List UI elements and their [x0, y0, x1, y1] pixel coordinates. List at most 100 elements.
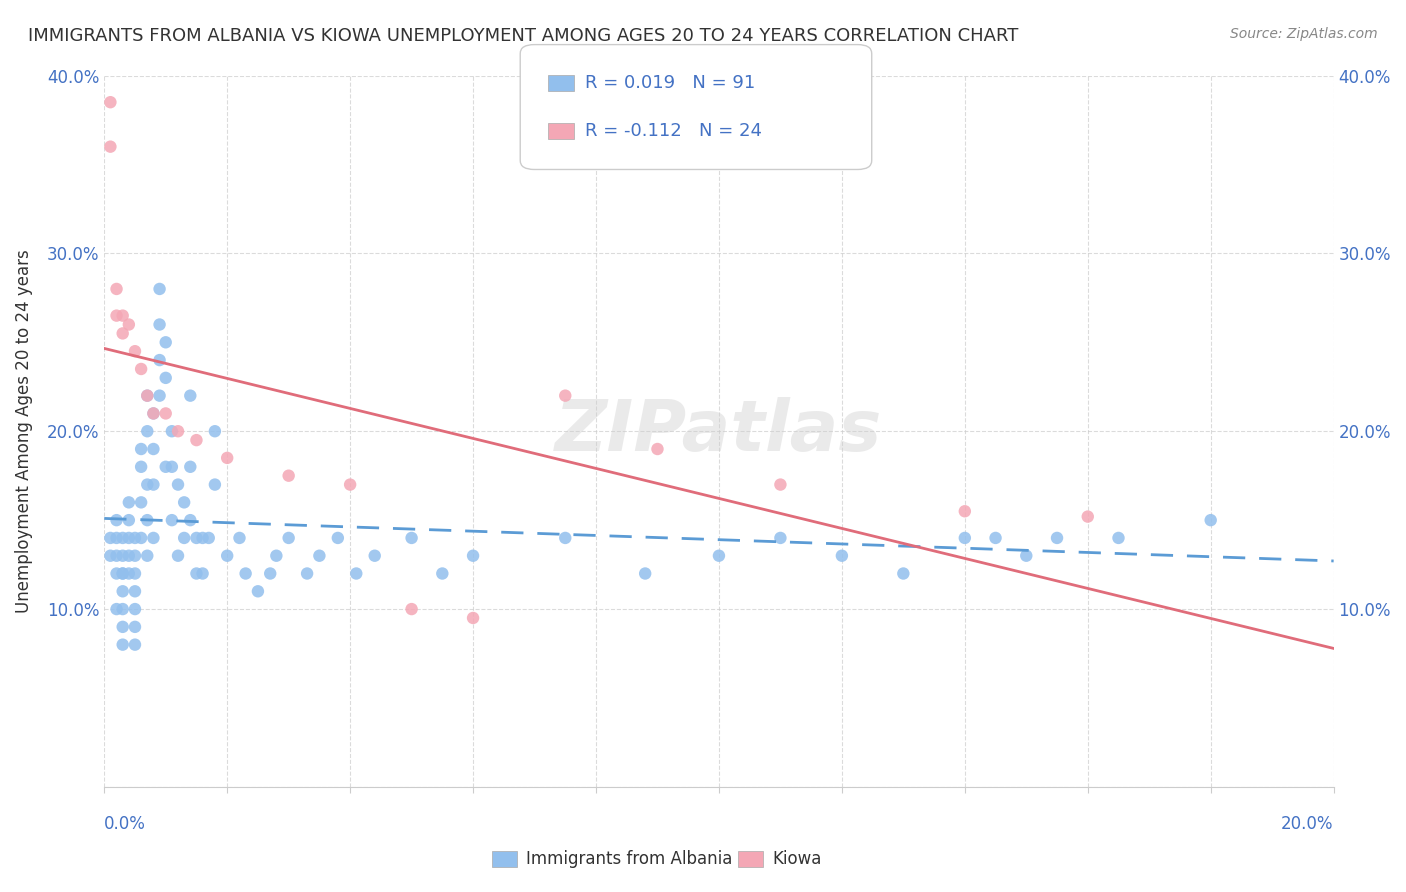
- Point: [191, 566, 214, 581]
- Point: [136, 424, 159, 438]
- Point: [953, 504, 976, 518]
- Point: [148, 282, 170, 296]
- Point: [124, 566, 146, 581]
- Point: [129, 495, 152, 509]
- Point: [155, 371, 177, 385]
- Point: [124, 602, 146, 616]
- Point: [191, 531, 214, 545]
- Point: [100, 531, 122, 545]
- Point: [277, 468, 299, 483]
- Point: [634, 566, 657, 581]
- Point: [831, 549, 853, 563]
- Point: [142, 406, 165, 420]
- Point: [769, 531, 792, 545]
- Point: [111, 531, 134, 545]
- Point: [118, 566, 141, 581]
- Point: [129, 362, 152, 376]
- Point: [118, 549, 141, 563]
- Point: [105, 602, 128, 616]
- Point: [1199, 513, 1222, 527]
- Point: [228, 531, 250, 545]
- Text: R = -0.112   N = 24: R = -0.112 N = 24: [585, 122, 762, 140]
- Point: [204, 477, 226, 491]
- Point: [142, 477, 165, 491]
- Point: [142, 406, 165, 420]
- Point: [118, 495, 141, 509]
- Point: [105, 309, 128, 323]
- Point: [186, 531, 208, 545]
- Point: [105, 531, 128, 545]
- Point: [197, 531, 219, 545]
- Point: [136, 389, 159, 403]
- Point: [173, 531, 195, 545]
- Point: [277, 531, 299, 545]
- Point: [148, 318, 170, 332]
- Point: [100, 95, 122, 110]
- Point: [186, 433, 208, 447]
- Point: [326, 531, 349, 545]
- Point: [160, 424, 183, 438]
- Point: [246, 584, 269, 599]
- Point: [647, 442, 669, 456]
- Point: [105, 566, 128, 581]
- Point: [167, 424, 190, 438]
- Point: [401, 531, 423, 545]
- Text: IMMIGRANTS FROM ALBANIA VS KIOWA UNEMPLOYMENT AMONG AGES 20 TO 24 YEARS CORRELAT: IMMIGRANTS FROM ALBANIA VS KIOWA UNEMPLO…: [28, 27, 1018, 45]
- Point: [148, 353, 170, 368]
- Point: [295, 566, 318, 581]
- Point: [111, 566, 134, 581]
- Point: [105, 282, 128, 296]
- Point: [891, 566, 914, 581]
- Point: [136, 477, 159, 491]
- Point: [100, 139, 122, 153]
- Text: 0.0%: 0.0%: [104, 815, 146, 833]
- Point: [100, 549, 122, 563]
- Point: [235, 566, 257, 581]
- Point: [148, 389, 170, 403]
- Point: [142, 442, 165, 456]
- Point: [105, 513, 128, 527]
- Point: [179, 459, 201, 474]
- Point: [984, 531, 1007, 545]
- Point: [339, 477, 361, 491]
- Point: [111, 549, 134, 563]
- Point: [111, 326, 134, 341]
- Y-axis label: Unemployment Among Ages 20 to 24 years: Unemployment Among Ages 20 to 24 years: [15, 250, 32, 613]
- Point: [344, 566, 367, 581]
- Point: [364, 549, 387, 563]
- Text: ZIPatlas: ZIPatlas: [555, 397, 883, 466]
- Point: [155, 406, 177, 420]
- Point: [259, 566, 281, 581]
- Point: [118, 318, 141, 332]
- Point: [111, 620, 134, 634]
- Point: [1046, 531, 1069, 545]
- Point: [142, 531, 165, 545]
- Point: [129, 459, 152, 474]
- Point: [111, 602, 134, 616]
- Point: [118, 531, 141, 545]
- Point: [111, 584, 134, 599]
- Point: [167, 549, 190, 563]
- Point: [124, 638, 146, 652]
- Text: 20.0%: 20.0%: [1281, 815, 1334, 833]
- Point: [155, 335, 177, 350]
- Point: [769, 477, 792, 491]
- Point: [124, 531, 146, 545]
- Point: [179, 389, 201, 403]
- Point: [124, 584, 146, 599]
- Point: [111, 309, 134, 323]
- Text: Immigrants from Albania: Immigrants from Albania: [526, 850, 733, 868]
- Point: [461, 549, 484, 563]
- Text: Kiowa: Kiowa: [772, 850, 821, 868]
- Point: [136, 513, 159, 527]
- Point: [554, 531, 576, 545]
- Point: [554, 389, 576, 403]
- Point: [124, 549, 146, 563]
- Point: [160, 513, 183, 527]
- Point: [308, 549, 330, 563]
- Point: [136, 389, 159, 403]
- Point: [266, 549, 288, 563]
- Point: [953, 531, 976, 545]
- Point: [461, 611, 484, 625]
- Text: Source: ZipAtlas.com: Source: ZipAtlas.com: [1230, 27, 1378, 41]
